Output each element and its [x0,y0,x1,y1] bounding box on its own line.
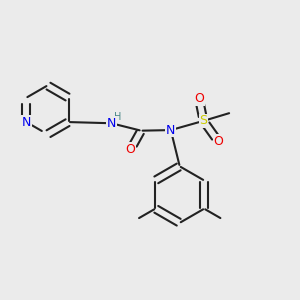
Text: N: N [166,124,176,136]
Text: N: N [22,116,31,129]
Text: S: S [200,114,208,128]
Text: N: N [107,117,116,130]
Text: H: H [114,112,122,122]
Text: O: O [213,135,223,148]
Text: O: O [126,143,136,156]
Text: O: O [194,92,204,105]
